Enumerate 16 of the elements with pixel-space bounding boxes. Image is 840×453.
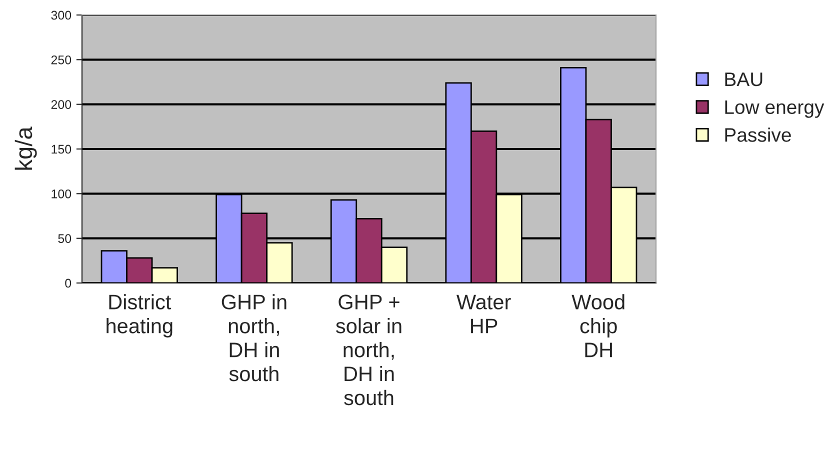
y-tick-label: 0 — [65, 278, 72, 288]
legend-label: Low energy — [725, 100, 824, 118]
x-tick-label: Wood chip DH — [572, 294, 624, 358]
legend-label: Passive — [725, 128, 791, 142]
y-tick-label: 100 — [52, 189, 72, 198]
legend-label: BAU — [725, 72, 762, 86]
y-tick-label: 200 — [51, 100, 72, 109]
x-tick-label: GHP + solar in north, DH in south — [336, 294, 402, 406]
y-tick-label: 150 — [52, 144, 72, 154]
x-tick-label: Water HP — [456, 294, 511, 334]
x-tick-label: GHP in north, DH in south — [222, 294, 286, 382]
y-tick-label: 250 — [51, 55, 72, 64]
y-tick-label: 50 — [58, 234, 72, 243]
y-axis-title: kg/a — [14, 126, 37, 170]
x-tick-label: District heating — [106, 294, 172, 338]
y-tick-label: 300 — [51, 10, 72, 20]
